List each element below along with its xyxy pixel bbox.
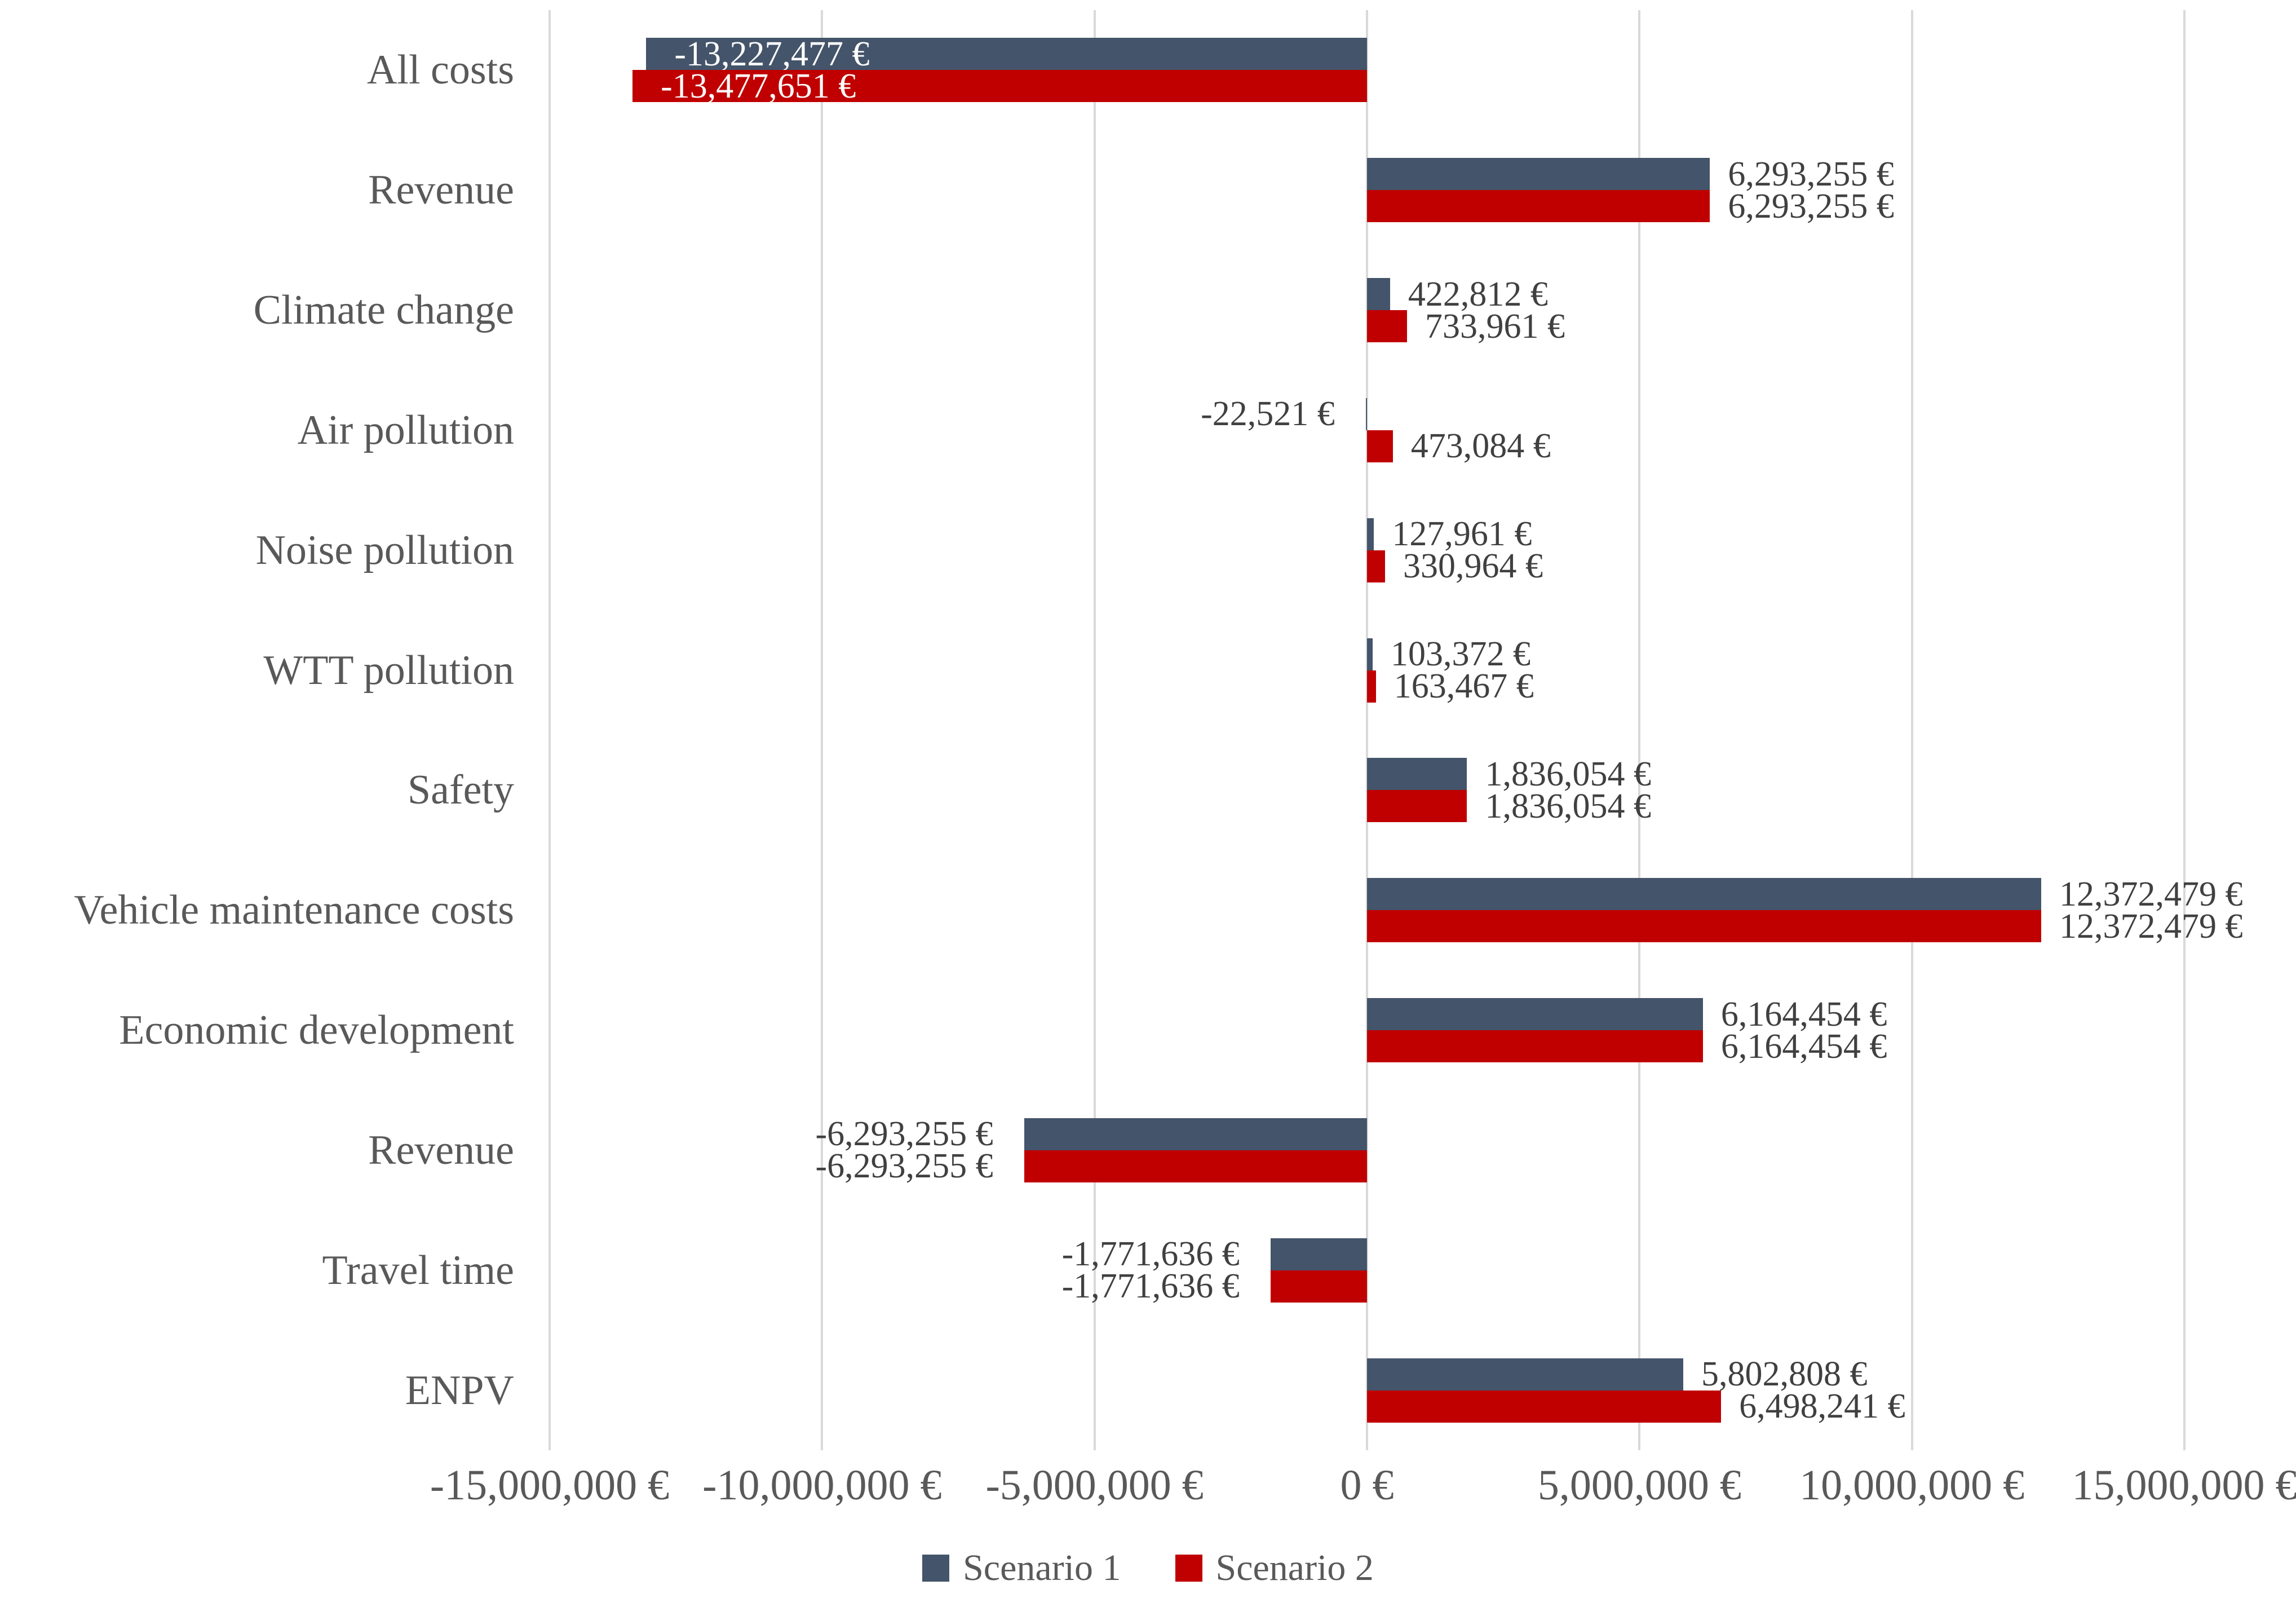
data-label-s2-row6: 1,836,054 € [1485, 787, 1651, 826]
bar-s2-row9 [1024, 1150, 1367, 1182]
data-label-s1-row7: 12,372,479 € [2059, 875, 2243, 913]
data-label-s2-row0: -13,477,651 € [661, 67, 856, 105]
data-label-s2-row1: 6,293,255 € [1728, 187, 1894, 226]
category-label-11: ENPV [405, 1367, 514, 1414]
bar-s2-row5 [1367, 670, 1376, 703]
bar-s2-row6 [1367, 790, 1467, 823]
gridline-0 [548, 10, 551, 1450]
data-label-s2-row5: 163,467 € [1393, 667, 1534, 706]
data-label-s2-row11: 6,498,241 € [1739, 1387, 1905, 1426]
bar-s1-row2 [1367, 278, 1390, 311]
bar-s2-row1 [1367, 190, 1710, 223]
data-label-s2-row7: 12,372,479 € [2059, 907, 2243, 946]
axis-label-5: 10,000,000 € [1799, 1462, 2025, 1509]
data-label-s1-row5: 103,372 € [1390, 635, 1530, 674]
data-label-s1-row11: 5,802,808 € [1701, 1355, 1868, 1394]
axis-label-6: 15,000,000 € [2072, 1462, 2296, 1509]
data-label-s1-row0: -13,227,477 € [674, 34, 870, 73]
bar-s2-row4 [1367, 550, 1385, 582]
category-label-7: Vehicle maintenance costs [74, 887, 514, 934]
category-label-9: Revenue [368, 1127, 514, 1173]
data-label-s2-row2: 733,961 € [1425, 307, 1565, 346]
category-label-6: Safety [407, 767, 514, 814]
bar-s1-row7 [1367, 878, 2041, 911]
axis-label-2: -5,000,000 € [985, 1462, 1204, 1509]
category-label-1: Revenue [368, 167, 514, 214]
legend-item-1: Scenario 1 [922, 1550, 1121, 1587]
bar-s1-row0 [646, 38, 1367, 70]
bar-s1-row4 [1367, 518, 1374, 550]
data-label-s2-row9: -6,293,255 € [815, 1147, 993, 1186]
data-label-s1-row1: 6,293,255 € [1728, 155, 1894, 193]
data-label-s2-row3: 473,084 € [1410, 427, 1551, 466]
data-label-s2-row8: 6,164,454 € [1720, 1027, 1887, 1066]
axis-label-1: -10,000,000 € [702, 1462, 942, 1509]
data-label-s1-row2: 422,812 € [1408, 275, 1548, 314]
bar-s1-row6 [1367, 758, 1467, 791]
bar-s2-row3 [1367, 430, 1393, 462]
bar-s2-row2 [1367, 310, 1407, 343]
axis-label-0: -15,000,000 € [430, 1462, 670, 1509]
axis-label-4: 5,000,000 € [1537, 1462, 1741, 1509]
data-label-s1-row3: -22,521 € [1201, 395, 1335, 434]
gridline-2 [1093, 10, 1096, 1450]
data-label-s1-row8: 6,164,454 € [1720, 995, 1887, 1034]
category-label-8: Economic development [119, 1007, 514, 1054]
category-label-4: Noise pollution [255, 527, 514, 573]
legend-swatch-icon [1175, 1555, 1202, 1582]
axis-label-3: 0 € [1340, 1462, 1394, 1509]
bar-s2-row0 [632, 70, 1367, 103]
data-label-s2-row4: 330,964 € [1403, 547, 1543, 586]
gridline-1 [821, 10, 824, 1450]
bar-s1-row8 [1367, 998, 1703, 1031]
data-label-s1-row6: 1,836,054 € [1485, 754, 1651, 793]
bar-s1-row3 [1365, 398, 1367, 430]
bar-s1-row5 [1367, 638, 1373, 670]
bar-s2-row10 [1270, 1270, 1367, 1303]
plot-area: -13,227,477 € 6,293,255 € 422,812 € -22,521… [548, 10, 2243, 1450]
legend-label-2: Scenario 2 [1215, 1547, 1374, 1588]
bar-s1-row10 [1270, 1238, 1367, 1270]
bar-s1-row1 [1367, 158, 1710, 191]
gridline-3 [1366, 10, 1368, 1450]
bar-s2-row7 [1367, 910, 2041, 943]
bar-s1-row11 [1367, 1358, 1683, 1391]
legend-label-1: Scenario 1 [963, 1547, 1121, 1588]
category-label-3: Air pollution [297, 407, 514, 453]
data-label-s1-row9: -6,293,255 € [815, 1115, 993, 1154]
data-label-s1-row10: -1,771,636 € [1061, 1235, 1240, 1274]
category-label-2: Climate change [253, 287, 514, 334]
legend-item-2: Scenario 2 [1175, 1550, 1374, 1587]
data-label-s1-row4: 127,961 € [1392, 515, 1532, 554]
bar-s2-row11 [1367, 1390, 1722, 1423]
bar-s1-row9 [1024, 1118, 1367, 1150]
bar-s2-row8 [1367, 1030, 1703, 1063]
gridline-6 [2183, 10, 2186, 1450]
category-label-0: All costs [366, 47, 514, 94]
legend-swatch-icon [922, 1555, 950, 1582]
data-label-s2-row10: -1,771,636 € [1061, 1267, 1240, 1306]
legend: Scenario 1 Scenario 2 [0, 1550, 2296, 1587]
gridline-5 [1910, 10, 1913, 1450]
gridline-4 [1638, 10, 1641, 1450]
category-label-10: Travel time [322, 1247, 514, 1294]
category-label-5: WTT pollution [263, 647, 514, 694]
